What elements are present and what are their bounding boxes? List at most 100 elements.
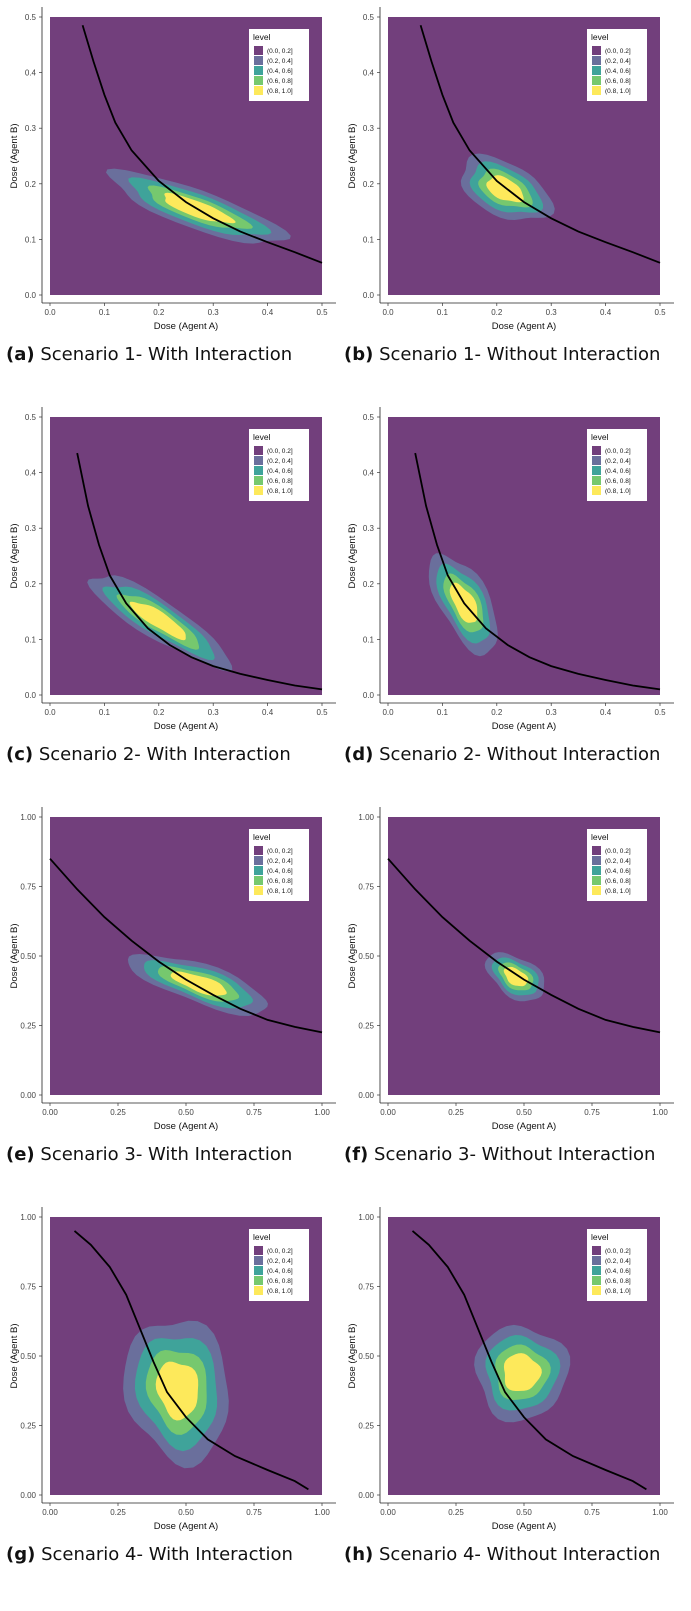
contour-band [129, 601, 186, 641]
y-tick-label: 0.00 [358, 1091, 374, 1100]
legend-item-label: (0.8, 1.0] [267, 888, 293, 895]
legend-item-label: (0.6, 0.8] [605, 1278, 631, 1285]
subfigure-caption: (c) Scenario 2- With Interaction [6, 744, 291, 765]
caption-letter: (b) [344, 344, 374, 365]
y-tick-label: 0.3 [25, 524, 37, 533]
x-tick-label: 0.50 [178, 1108, 194, 1117]
legend-item-label: (0.0, 0.2] [267, 1248, 293, 1255]
y-tick-label: 0.50 [358, 1352, 374, 1361]
interaction-curve [411, 1230, 647, 1491]
legend-item-label: (0.0, 0.2] [605, 48, 631, 55]
x-tick-label: 0.50 [516, 1108, 532, 1117]
y-tick-label: 0.1 [25, 235, 37, 244]
legend-swatch [254, 456, 263, 465]
subfigure-caption: (g) Scenario 4- With Interaction [6, 1544, 293, 1565]
x-axis-label: Dose (Agent A) [492, 721, 556, 732]
legend-swatch [592, 446, 601, 455]
caption-text: Scenario 2- With Interaction [33, 744, 291, 765]
legend-swatch [592, 866, 601, 875]
caption-letter: (h) [344, 1544, 374, 1565]
legend-swatch [254, 1246, 263, 1255]
x-tick-label: 0.00 [42, 1108, 58, 1117]
y-tick-label: 0.25 [358, 1022, 374, 1031]
subfigure-caption: (d) Scenario 2- Without Interaction [344, 744, 660, 765]
x-tick-label: 0.3 [546, 308, 558, 317]
caption-letter: (e) [6, 1144, 35, 1165]
x-axis-label: Dose (Agent A) [492, 321, 556, 332]
legend-item-label: (0.0, 0.2] [605, 848, 631, 855]
subfigure-caption: (h) Scenario 4- Without Interaction [344, 1544, 660, 1565]
legend-swatch [254, 476, 263, 485]
x-tick-label: 0.5 [654, 308, 666, 317]
legend-item-label: (0.8, 1.0] [267, 88, 293, 95]
caption-text: Scenario 1- With Interaction [34, 344, 293, 365]
y-tick-label: 0.5 [363, 13, 375, 22]
legend-title: level [253, 1232, 271, 1242]
legend-swatch [592, 1246, 601, 1255]
y-tick-label: 0.25 [20, 1022, 36, 1031]
x-tick-label: 0.75 [584, 1108, 600, 1117]
contour-chart: 0.00 0.25 0.50 0.75 1.00 0.00 0.25 0.50 0.75 1.00… [347, 1207, 674, 1532]
legend-swatch [254, 1266, 263, 1275]
y-tick-label: 0.75 [358, 1283, 374, 1292]
interaction-curve [73, 1230, 309, 1491]
y-axis-label: Dose (Agent B) [9, 124, 20, 189]
y-tick-label: 0.1 [25, 635, 37, 644]
legend-swatch [254, 46, 263, 55]
caption-letter: (d) [344, 744, 374, 765]
legend-item-label: (0.2, 0.4] [605, 1258, 631, 1265]
legend-item-label: (0.6, 0.8] [605, 78, 631, 85]
y-tick-label: 0.3 [25, 124, 37, 133]
x-tick-label: 0.00 [380, 1108, 396, 1117]
caption-text: Scenario 4- Without Interaction [373, 1544, 661, 1565]
x-tick-label: 0.0 [44, 708, 56, 717]
y-tick-label: 0.4 [363, 469, 375, 478]
x-tick-label: 0.1 [99, 708, 111, 717]
legend-title: level [253, 832, 271, 842]
y-axis-label: Dose (Agent B) [347, 124, 358, 189]
y-tick-label: 0.0 [363, 291, 375, 300]
x-axis-label: Dose (Agent A) [154, 321, 218, 332]
legend-swatch [254, 876, 263, 885]
legend-swatch [254, 846, 263, 855]
interaction-curve [76, 452, 323, 691]
legend-swatch [592, 456, 601, 465]
legend-item-label: (0.4, 0.6] [267, 468, 293, 475]
x-tick-label: 0.25 [110, 1108, 126, 1117]
x-tick-label: 0.5 [654, 708, 666, 717]
legend-item-label: (0.6, 0.8] [605, 478, 631, 485]
chart-panel: 0.00 0.25 0.50 0.75 1.00 0.00 0.25 0.50 0.75 1.00… [338, 1200, 676, 1590]
contour-chart: 0.0 0.1 0.2 0.3 0.4 0.5 0.0 0.1 0.2 0.3 0.4 0.5 Dose… [9, 7, 336, 332]
legend-swatch [592, 476, 601, 485]
legend-item-label: (0.2, 0.4] [267, 458, 293, 465]
legend-title: level [253, 432, 271, 442]
x-tick-label: 0.75 [246, 1508, 262, 1517]
x-axis-label: Dose (Agent A) [154, 721, 218, 732]
legend-item-label: (0.4, 0.6] [605, 68, 631, 75]
x-tick-label: 1.00 [314, 1108, 330, 1117]
caption-letter: (a) [6, 344, 35, 365]
x-tick-label: 0.75 [246, 1108, 262, 1117]
y-tick-label: 0.25 [20, 1422, 36, 1431]
x-tick-label: 0.2 [491, 708, 503, 717]
y-tick-label: 1.00 [358, 813, 374, 822]
y-axis-label: Dose (Agent B) [9, 524, 20, 589]
y-tick-label: 0.4 [25, 69, 37, 78]
caption-text: Scenario 4- With Interaction [35, 1544, 293, 1565]
legend-item-label: (0.4, 0.6] [267, 1268, 293, 1275]
legend-swatch [254, 886, 263, 895]
y-axis-label: Dose (Agent B) [347, 1324, 358, 1389]
caption-letter: (g) [6, 1544, 36, 1565]
subfigure-caption: (f) Scenario 3- Without Interaction [344, 1144, 655, 1165]
x-tick-label: 0.00 [42, 1508, 58, 1517]
y-tick-label: 0.0 [363, 691, 375, 700]
y-tick-label: 0.00 [358, 1491, 374, 1500]
legend: level (0.0, 0.2] (0.2, 0.4] (0.4, 0.6] (0.6,… [587, 429, 647, 501]
y-axis-label: Dose (Agent B) [9, 1324, 20, 1389]
x-axis-label: Dose (Agent A) [492, 1521, 556, 1532]
legend-item-label: (0.2, 0.4] [605, 858, 631, 865]
legend-title: level [591, 32, 609, 42]
legend-item-label: (0.4, 0.6] [605, 868, 631, 875]
legend-item-label: (0.0, 0.2] [267, 48, 293, 55]
legend-swatch [254, 856, 263, 865]
